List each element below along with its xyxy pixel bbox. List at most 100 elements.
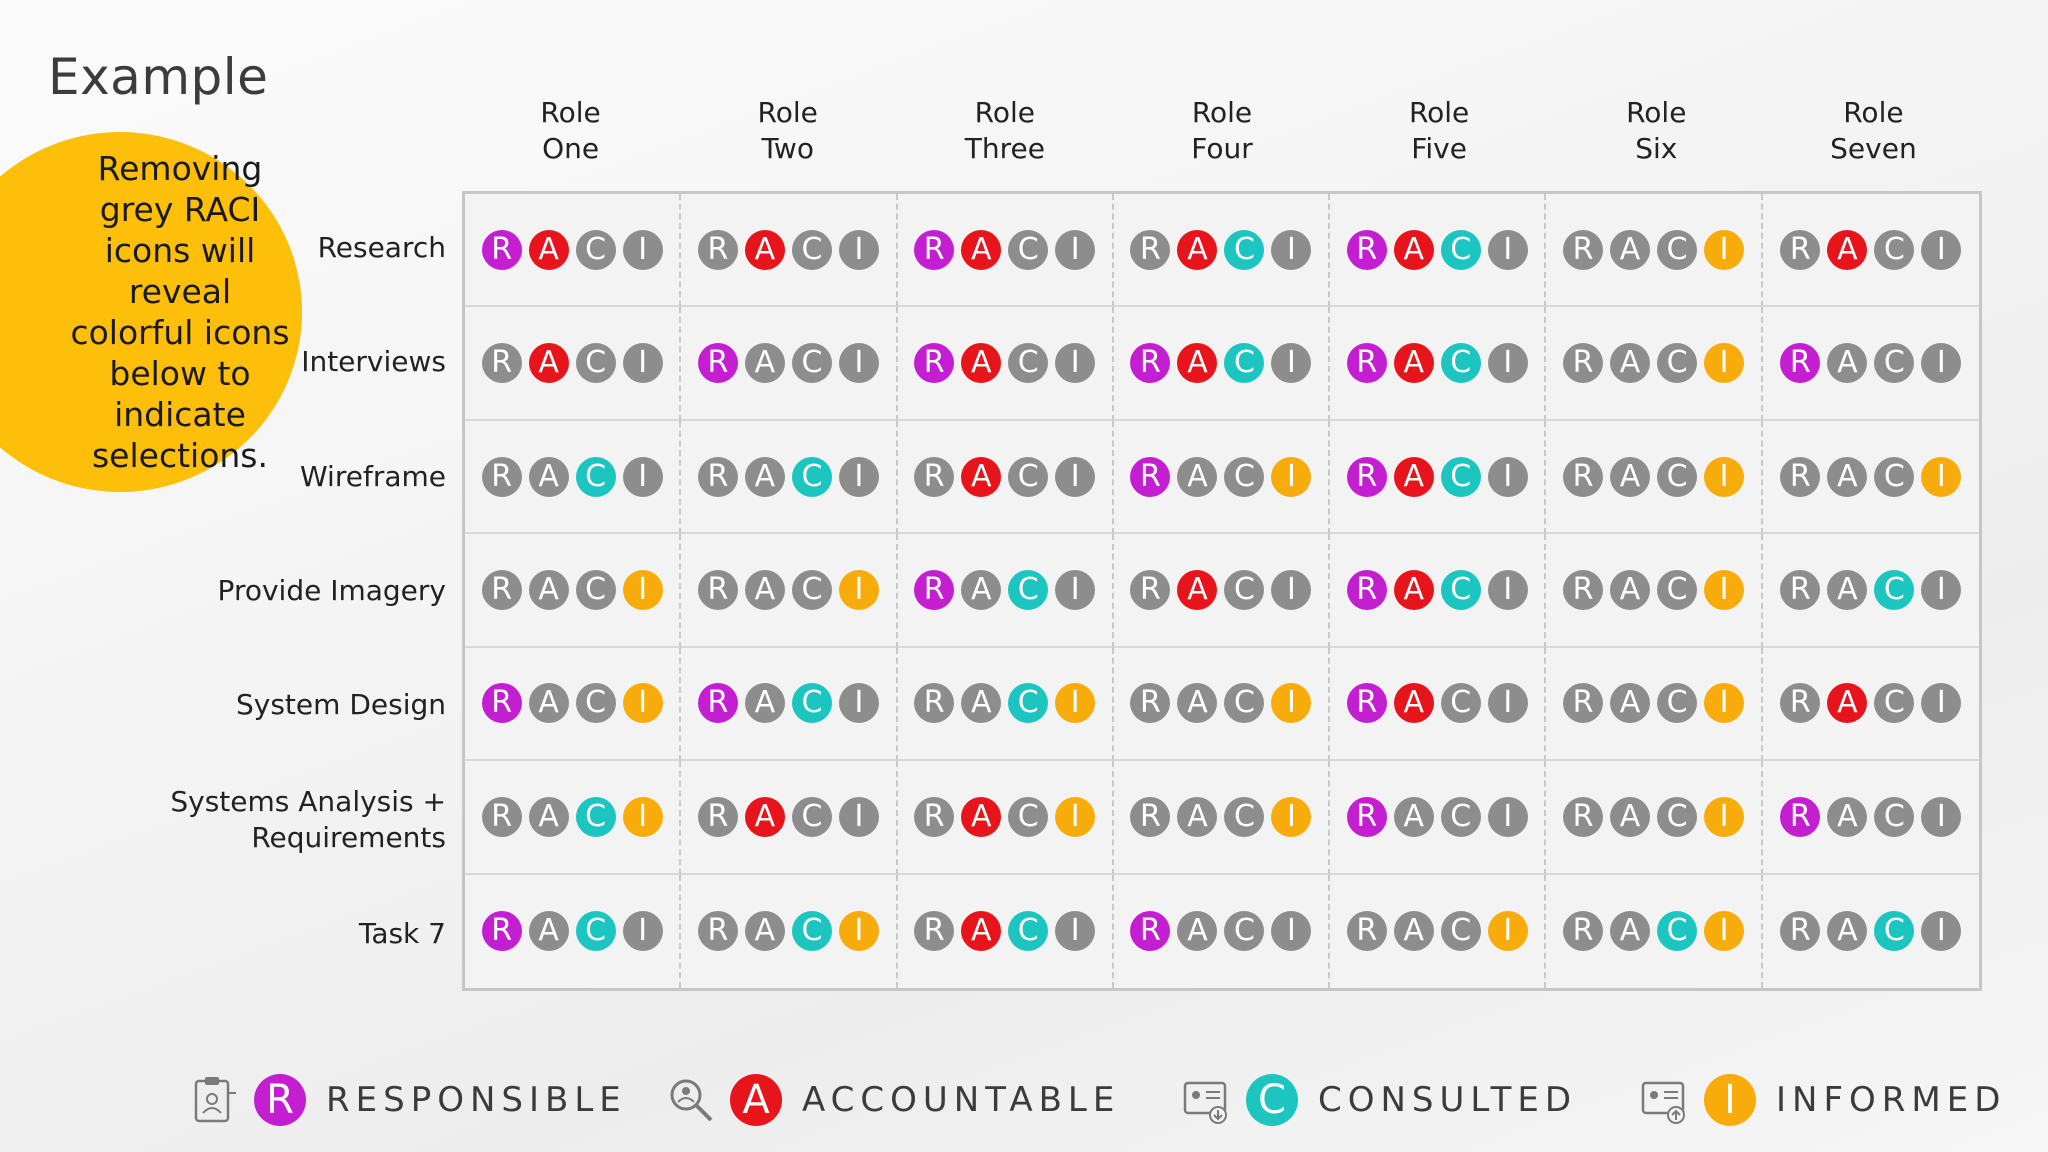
raci-badge-i[interactable]: I — [1055, 343, 1096, 384]
raci-badge-r[interactable]: R — [697, 569, 738, 610]
raci-badge-a[interactable]: A — [528, 229, 569, 270]
raci-badge-c[interactable]: C — [575, 229, 616, 270]
raci-badge-c[interactable]: C — [1874, 911, 1915, 952]
raci-badge-c[interactable]: C — [1224, 343, 1265, 384]
raci-badge-c[interactable]: C — [1008, 683, 1049, 724]
raci-badge-a[interactable]: A — [1177, 569, 1218, 610]
raci-badge-a[interactable]: A — [961, 456, 1002, 497]
raci-badge-i[interactable]: I — [1271, 796, 1312, 837]
raci-badge-r[interactable]: R — [1563, 456, 1604, 497]
raci-badge-a[interactable]: A — [1827, 343, 1868, 384]
raci-badge-c[interactable]: C — [1224, 683, 1265, 724]
raci-badge-a[interactable]: A — [961, 683, 1002, 724]
raci-badge-c[interactable]: C — [1657, 343, 1698, 384]
raci-badge-r[interactable]: R — [1346, 683, 1387, 724]
raci-badge-r[interactable]: R — [1563, 569, 1604, 610]
raci-badge-a[interactable]: A — [744, 569, 785, 610]
raci-badge-a[interactable]: A — [1610, 911, 1651, 952]
raci-badge-a[interactable]: A — [1177, 229, 1218, 270]
raci-badge-i[interactable]: I — [1055, 569, 1096, 610]
raci-badge-r[interactable]: R — [1563, 683, 1604, 724]
raci-badge-i[interactable]: I — [1271, 343, 1312, 384]
raci-badge-a[interactable]: A — [1393, 683, 1434, 724]
raci-badge-i[interactable]: I — [1921, 229, 1962, 270]
raci-badge-c[interactable]: C — [1874, 229, 1915, 270]
raci-badge-c[interactable]: C — [1874, 683, 1915, 724]
raci-badge-i[interactable]: I — [1704, 456, 1745, 497]
raci-badge-i[interactable]: I — [1921, 343, 1962, 384]
raci-badge-i[interactable]: I — [838, 343, 879, 384]
raci-badge-r[interactable]: R — [697, 456, 738, 497]
raci-badge-c[interactable]: C — [791, 683, 832, 724]
raci-badge-i[interactable]: I — [1921, 796, 1962, 837]
raci-badge-r[interactable]: R — [1780, 683, 1821, 724]
raci-badge-r[interactable]: R — [1780, 796, 1821, 837]
raci-badge-i[interactable]: I — [622, 683, 663, 724]
raci-badge-i[interactable]: I — [1921, 911, 1962, 952]
raci-badge-c[interactable]: C — [1008, 343, 1049, 384]
raci-badge-a[interactable]: A — [961, 343, 1002, 384]
raci-badge-a[interactable]: A — [1610, 683, 1651, 724]
raci-badge-a[interactable]: A — [961, 796, 1002, 837]
raci-badge-c[interactable]: C — [1657, 456, 1698, 497]
raci-badge-i[interactable]: I — [1704, 343, 1745, 384]
raci-badge-a[interactable]: A — [1393, 456, 1434, 497]
raci-badge-i[interactable]: I — [1487, 343, 1528, 384]
raci-badge-r[interactable]: R — [1346, 569, 1387, 610]
raci-badge-i[interactable]: I — [1055, 229, 1096, 270]
raci-badge-r[interactable]: R — [1563, 911, 1604, 952]
raci-badge-a[interactable]: A — [1393, 229, 1434, 270]
raci-badge-c[interactable]: C — [1874, 569, 1915, 610]
raci-badge-r[interactable]: R — [1130, 229, 1171, 270]
raci-badge-r[interactable]: R — [1346, 229, 1387, 270]
raci-badge-a[interactable]: A — [1610, 569, 1651, 610]
raci-badge-c[interactable]: C — [1440, 569, 1481, 610]
raci-badge-r[interactable]: R — [481, 569, 522, 610]
raci-badge-c[interactable]: C — [1657, 683, 1698, 724]
raci-badge-a[interactable]: A — [1827, 683, 1868, 724]
raci-badge-r[interactable]: R — [914, 796, 955, 837]
raci-badge-c[interactable]: C — [791, 343, 832, 384]
raci-badge-c[interactable]: C — [1440, 911, 1481, 952]
raci-badge-i[interactable]: I — [1487, 796, 1528, 837]
raci-badge-r[interactable]: R — [697, 683, 738, 724]
raci-badge-c[interactable]: C — [1657, 911, 1698, 952]
raci-badge-a[interactable]: A — [1827, 569, 1868, 610]
raci-badge-r[interactable]: R — [1780, 343, 1821, 384]
raci-badge-i[interactable]: I — [1704, 796, 1745, 837]
raci-badge-i[interactable]: I — [838, 229, 879, 270]
raci-badge-r[interactable]: R — [1130, 683, 1171, 724]
raci-badge-c[interactable]: C — [1440, 683, 1481, 724]
raci-badge-c[interactable]: C — [1224, 456, 1265, 497]
raci-badge-i[interactable]: I — [1704, 683, 1745, 724]
raci-badge-a[interactable]: A — [1177, 683, 1218, 724]
raci-badge-i[interactable]: I — [622, 569, 663, 610]
raci-badge-c[interactable]: C — [1657, 796, 1698, 837]
raci-badge-c[interactable]: C — [1440, 343, 1481, 384]
raci-badge-a[interactable]: A — [528, 343, 569, 384]
raci-badge-i[interactable]: I — [622, 796, 663, 837]
raci-badge-a[interactable]: A — [1610, 456, 1651, 497]
raci-badge-i[interactable]: I — [838, 911, 879, 952]
raci-badge-c[interactable]: C — [1440, 456, 1481, 497]
raci-badge-a[interactable]: A — [528, 569, 569, 610]
